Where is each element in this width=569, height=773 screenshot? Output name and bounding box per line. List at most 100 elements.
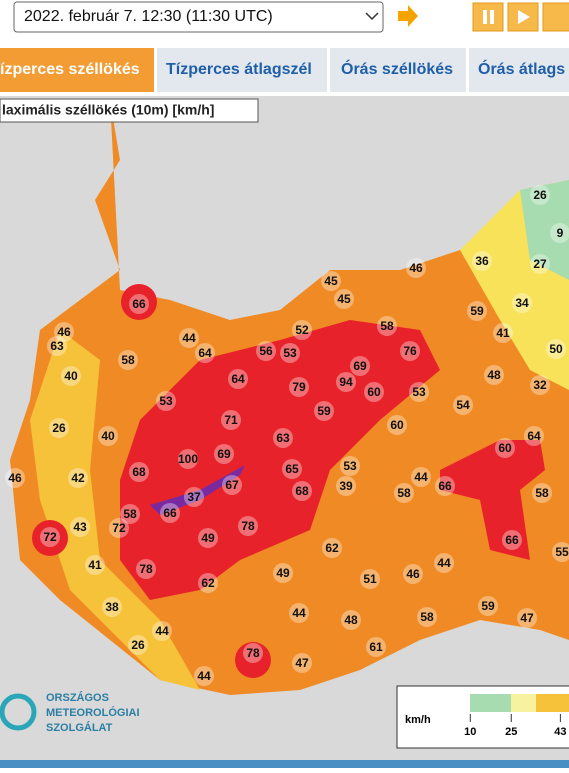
station-value: 32 [533,378,547,392]
station-value: 39 [339,479,353,493]
station-value: 62 [325,541,339,555]
station-value: 100 [178,452,198,466]
station-value: 38 [105,600,119,614]
map-title: laximális széllökés (10m) [km/h] [2,102,214,118]
station-halo [198,528,218,548]
station-value: 53 [159,394,173,408]
legend-swatch [536,694,569,712]
tab-active[interactable] [0,48,154,92]
station-halo [350,356,370,376]
map-title-box [0,98,259,123]
logo-mark [0,693,37,731]
station-halo [102,597,122,617]
station-value: 26 [533,188,547,202]
extreme-wind-area [150,465,245,515]
station-halo [493,323,513,343]
pause-button[interactable] [472,2,504,32]
station-halo [129,294,149,314]
station-halo [222,475,242,495]
date-text: 2022. február 7. 12:30 (11:30 UTC) [24,8,273,25]
station-halo [411,467,431,487]
tab-label: ízperces széllökés [0,61,140,78]
station-halo [550,223,569,243]
station-value: 71 [224,413,238,427]
station-halo [128,635,148,655]
station-value: 43 [73,520,87,534]
station-value: 58 [121,353,135,367]
station-value: 69 [217,447,231,461]
date-select[interactable] [13,1,384,33]
station-halo [289,377,309,397]
station-value: 42 [71,471,85,485]
station-value: 49 [276,566,290,580]
station-halo [341,610,361,630]
station-halo [198,573,218,593]
station-halo [109,518,129,538]
station-value: 51 [363,572,377,586]
station-halo [453,395,473,415]
calm-area [520,180,569,280]
station-value: 47 [295,656,309,670]
station-halo [435,476,455,496]
station-value: 94 [339,375,353,389]
station-halo [152,621,172,641]
logo-text: ORSZÁGOS [46,691,109,704]
next-arrow[interactable] [398,5,418,27]
station-halo [467,301,487,321]
station-value: 34 [515,296,529,310]
tab[interactable] [469,48,569,92]
station-value: 58 [535,486,549,500]
station-value: 37 [187,490,201,504]
station-halo [136,559,156,579]
station-halo [512,293,532,313]
station-halo [394,483,414,503]
station-halo [156,391,176,411]
station-value: 56 [259,344,273,358]
station-halo [238,516,258,536]
station-value: 44 [437,556,451,570]
legend-swatch [440,694,470,712]
station-value: 79 [292,380,306,394]
station-halo [292,481,312,501]
station-value: 60 [390,418,404,432]
legend-tick-label: 10 [464,726,476,738]
station-halo [282,459,302,479]
station-value: 48 [487,368,501,382]
station-value: 59 [317,404,331,418]
station-halo [502,530,522,550]
station-value: 61 [369,640,383,654]
station-value: 59 [481,599,495,613]
station-value: 44 [182,331,196,345]
station-halo [532,483,552,503]
station-value: 55 [555,545,569,559]
station-value: 63 [50,339,64,353]
pause-icon [490,10,494,24]
station-value: 40 [101,429,115,443]
station-halo [495,438,515,458]
station-halo [340,456,360,476]
station-halo [336,476,356,496]
station-value: 48 [344,613,358,627]
station-halo [49,418,69,438]
tab[interactable] [157,48,327,92]
end-button[interactable] [542,2,569,32]
station-halo [54,322,74,342]
station-value: 72 [43,530,57,544]
legend-unit: km/h [405,714,431,726]
station-halo [530,185,550,205]
high-wind-area [32,520,68,556]
station-halo [406,258,426,278]
station-value: 65 [285,462,299,476]
bottom-bar [0,760,569,768]
station-value: 26 [52,421,66,435]
station-value: 66 [438,479,452,493]
low-wind-area [30,330,200,690]
station-value: 59 [470,304,484,318]
station-halo [524,426,544,446]
station-halo [118,350,138,370]
station-value: 78 [241,519,255,533]
legend-swatch [470,694,511,712]
station-value: 45 [337,292,351,306]
tab[interactable] [330,48,466,92]
